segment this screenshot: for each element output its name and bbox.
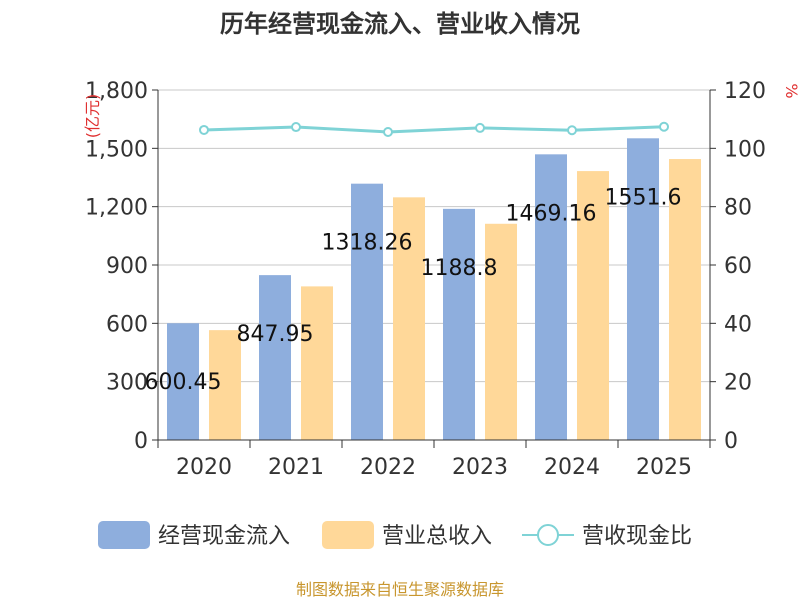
data-labels: 600.45 847.95 1318.26 1188.8 1469.16 1551.6 [145,185,682,395]
legend-item-cash-inflow[interactable]: 经营现金流入 [98,521,290,549]
axes: 0 300 600 900 1,200 1,500 1,800 0 20 40 60 80 100 120… [85,79,766,480]
line-ratio-point [199,124,209,135]
y-left-tick-label: 1,500 [85,137,148,162]
bar-revenue [577,171,609,441]
bar-value-label: 1318.26 [322,231,413,256]
y-right-tick-label: 120 [724,79,766,104]
y-left-tick-label: 1,200 [85,196,148,221]
bar-value-label: 1551.6 [605,185,682,210]
y-right-tick-label: 40 [724,312,752,337]
y-right-tick-label: 0 [724,429,738,454]
y-right-tick-label: 20 [724,371,752,396]
y-left-tick-label: 900 [106,254,148,279]
line-ratio-point [567,125,577,136]
line-ratio-point [383,127,393,137]
legend-swatch-revenue [322,521,374,549]
y-right-tick-label: 100 [724,137,766,162]
bar-revenue [301,286,333,440]
bar-value-label: 600.45 [145,370,222,395]
bar-value-label: 847.95 [237,322,314,347]
line-ratio [203,125,665,134]
bar-series [167,138,701,441]
y-left-axis-label: (亿元) [83,94,102,139]
line-series [199,121,669,137]
legend-item-revenue[interactable]: 营业总收入 [322,521,492,549]
grid-lines [158,89,710,383]
x-tick-label: 2020 [176,455,232,480]
line-ratio-point [475,122,485,133]
y-left-tick-label: 600 [106,312,148,337]
y-left-tick-label: 0 [134,429,148,454]
y-right-tick-label: 60 [724,254,752,279]
x-tick-label: 2025 [636,455,692,480]
legend-swatch-cash-inflow [98,521,150,549]
line-ratio-point [291,122,301,133]
bar-revenue [393,197,425,440]
bar-cash-inflow [351,183,383,440]
x-tick-label: 2021 [268,455,324,480]
legend-label-revenue: 营业总收入 [382,524,492,549]
x-tick-label: 2024 [544,455,600,480]
legend-label-ratio: 营收现金比 [582,524,692,549]
y-right-axis-label: % [782,83,800,98]
bar-value-label: 1469.16 [506,201,597,226]
bar-cash-inflow [627,138,659,441]
bar-revenue [485,223,517,440]
y-right-tick-label: 80 [724,196,752,221]
legend: 经营现金流入 营业总收入 营收现金比 [98,521,692,549]
line-ratio-point [659,121,669,132]
legend-label-cash-inflow: 经营现金流入 [158,524,290,549]
legend-item-ratio[interactable]: 营收现金比 [522,524,692,549]
source-note: 制图数据来自恒生聚源数据库 [296,580,504,599]
x-tick-label: 2023 [452,455,508,480]
y-left-tick-label: 300 [106,371,148,396]
chart-title: 历年经营现金流入、营业收入情况 [220,10,580,38]
bar-value-label: 1188.8 [421,256,498,281]
x-tick-label: 2022 [360,455,416,480]
bar-revenue [209,330,241,440]
bar-cash-inflow [443,208,475,440]
bar-cash-inflow [167,323,199,440]
bar-cash-inflow [259,275,291,440]
legend-marker-ratio [537,524,559,546]
y-left-tick-label: 1,800 [85,79,148,104]
bar-cash-inflow [535,154,567,440]
bar-revenue [669,159,701,440]
